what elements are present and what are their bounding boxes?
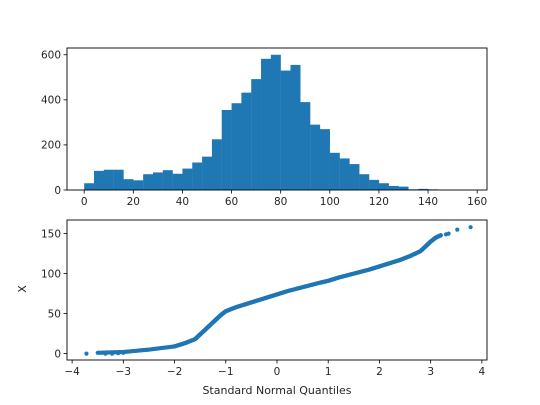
qq-xtick-label: 3 [427,366,434,378]
qq-xtick-label: −4 [64,366,80,378]
qq-xlabel: Standard Normal Quantiles [202,384,351,397]
hist-ytick-label: 200 [41,140,61,152]
qq-xtick-label: 0 [274,366,281,378]
histogram-bar [280,70,291,190]
qq-plot-chart: −4 −3 −2 −1 0 1 2 3 4 0 50 100 150 [41,219,488,378]
qq-point [455,227,460,232]
qq-point [468,225,473,230]
histogram-bar [251,79,262,190]
hist-xtick-label: 160 [467,196,487,208]
histogram-bar [329,152,340,190]
histogram-bar [211,139,222,190]
histogram-bar [162,170,173,190]
qq-point [121,350,126,355]
qq-xtick-label: −3 [116,366,131,378]
qq-ytick-label: 100 [41,268,61,280]
histogram-bar [339,158,350,190]
qq-point [446,231,451,236]
histogram-bar [94,170,104,190]
histogram-bar [103,169,114,190]
histogram-bar [113,169,124,190]
qq-xtick-label: 2 [376,366,383,378]
histogram-bar [319,129,330,190]
qq-frame [66,219,488,361]
hist-xtick-label: 80 [274,196,287,208]
hist-ytick-label: 0 [54,185,61,197]
hist-ytick-label: 400 [41,95,61,107]
histogram-bar [349,164,360,190]
histogram-bar [182,168,193,190]
hist-xtick-label: 100 [320,196,340,208]
hist-xtick-label: 140 [418,196,438,208]
histogram-bar [143,174,154,190]
qq-xtick-label: −1 [218,366,233,378]
hist-xtick-label: 0 [81,196,88,208]
histogram-bar [369,179,380,190]
histogram-bar [221,109,232,190]
qq-ylabel: X [16,285,29,293]
histogram-bar [290,64,301,190]
histogram-bar [152,172,163,190]
qq-xtick-label: −2 [167,366,182,378]
hist-frame [66,47,488,191]
histogram-bar [378,183,389,190]
histogram-bar [123,179,134,190]
histogram-chart: 0 20 40 60 80 100 120 140 160 0 200 400 600 [41,47,488,208]
qq-point [84,351,89,356]
hist-xtick-label: 40 [176,196,189,208]
histogram-bar [359,174,370,190]
qq-ytick-label: 50 [48,308,61,320]
histogram-bar [398,186,409,190]
histogram-bar [310,124,321,190]
qq-xtick-label: 1 [325,366,332,378]
histogram-bar [388,185,399,190]
histogram-bar [261,58,272,190]
histogram-bar [133,180,144,190]
histogram-bar [84,183,95,190]
qq-ytick-label: 0 [54,348,61,360]
qq-point [438,233,444,238]
qq-xtick-label: 4 [479,366,486,378]
histogram-bar [241,92,252,190]
histogram-bar [172,173,183,190]
qq-point [116,351,121,356]
qq-point [103,351,108,356]
histogram-bar [231,103,242,190]
histogram-bar [202,156,213,190]
histogram-bar [300,102,311,190]
hist-xtick-label: 120 [369,196,389,208]
hist-xtick-label: 60 [225,196,238,208]
histogram-bar [270,54,281,191]
hist-ytick-label: 600 [41,50,61,62]
qq-ytick-label: 150 [41,228,61,240]
histogram-bar [192,162,203,190]
hist-xtick-label: 20 [127,196,140,208]
qq-point [109,351,115,356]
histogram-bar [418,188,429,190]
